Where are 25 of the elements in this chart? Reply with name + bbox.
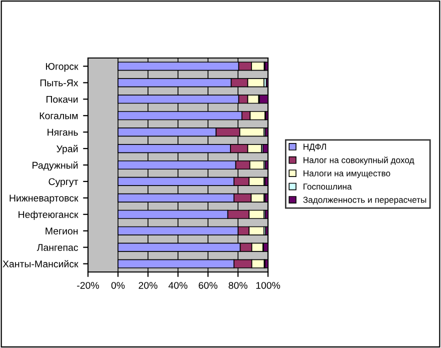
x-tick-label: 80%	[228, 282, 248, 289]
x-tick-label: 20%	[138, 282, 158, 289]
x-tick-label: 60%	[198, 282, 218, 289]
y-tick-label: Югорск	[46, 62, 78, 72]
y-tick-label: Лангепас	[36, 244, 78, 251]
legend-label: НДФЛ	[304, 144, 326, 152]
x-tick-label: 0%	[111, 282, 125, 289]
y-tick-label: Нижневартовск	[10, 194, 78, 204]
y-tick-label: Сургут	[48, 178, 78, 187]
legend-label: Налог на совокупный доход	[304, 156, 414, 165]
y-tick-label: Мегион	[46, 228, 78, 234]
y-tick-label: Радужный	[32, 161, 78, 171]
y-tick-label: Ханты-Мансийск	[2, 260, 78, 268]
x-tick-label: 100%	[256, 282, 280, 289]
y-tick-label: Нягань	[48, 128, 78, 136]
legend-label: Задолженность и перерасчеты	[303, 196, 426, 205]
legend-label: Налоги на имущество	[304, 170, 390, 178]
x-tick-label: 40%	[168, 282, 188, 289]
y-tick-label: Когалым	[40, 112, 78, 120]
legend-label: Госпошлина	[304, 184, 352, 190]
y-tick-label: Нефтеюганск	[18, 210, 78, 220]
y-tick-label: Урай	[56, 144, 78, 154]
x-tick-label: -20%	[77, 282, 100, 289]
y-tick-label: Пыть-Ях	[40, 80, 78, 86]
y-tick-label: Покачи	[46, 96, 78, 103]
